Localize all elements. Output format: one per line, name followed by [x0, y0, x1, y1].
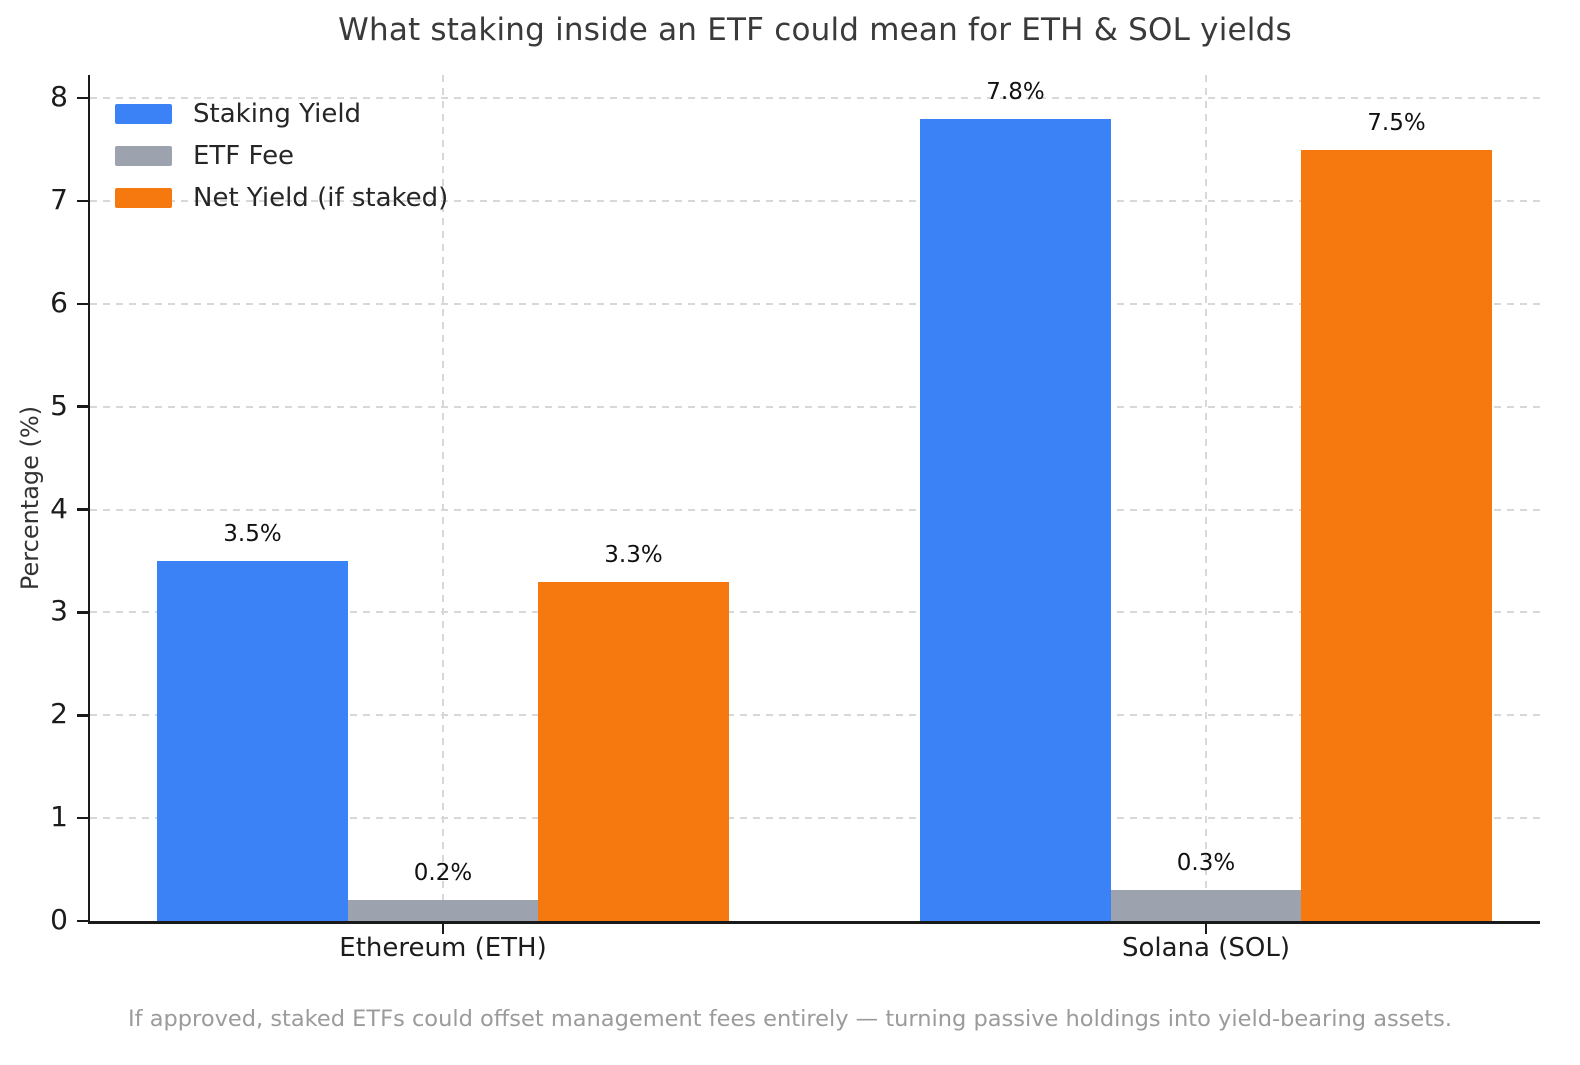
y-axis-tick	[77, 199, 88, 203]
y-tick-label: 3	[50, 594, 68, 628]
y-tick-label: 4	[50, 491, 68, 525]
y-tick-label: 0	[50, 903, 68, 937]
y-gridline	[90, 817, 1540, 820]
y-tick-label: 8	[50, 80, 68, 114]
y-gridline	[90, 611, 1540, 614]
y-gridline	[90, 97, 1540, 100]
y-gridline	[90, 508, 1540, 511]
y-tick-label: 7	[50, 183, 68, 217]
y-tick-label: 6	[50, 286, 68, 320]
y-gridline	[90, 302, 1540, 305]
bar-value-label: 7.5%	[1367, 109, 1426, 136]
x-tick-label: Solana (SOL)	[1122, 933, 1290, 963]
y-axis-tick	[77, 96, 88, 100]
legend-item-etf-fee: ETF Fee	[115, 135, 448, 177]
legend-label: ETF Fee	[193, 141, 295, 171]
y-gridline	[90, 405, 1540, 408]
y-axis-tick	[77, 302, 88, 306]
y-axis-tick	[77, 714, 88, 717]
y-gridline	[90, 714, 1540, 717]
bar	[157, 561, 348, 921]
y-axis-tick	[77, 611, 88, 614]
bar-value-label: 0.2%	[413, 860, 473, 887]
y-axis-tick	[77, 816, 88, 820]
legend-label: Net Yield (if staked)	[193, 183, 449, 213]
x-tick-label: Ethereum (ETH)	[339, 933, 547, 963]
legend-swatch-staking-yield	[115, 104, 172, 124]
legend-item-staking-yield: Staking Yield	[115, 93, 448, 135]
x-gridline	[1205, 75, 1207, 921]
y-tick-label: 2	[50, 697, 68, 731]
bar-value-label: 0.3%	[1176, 850, 1236, 877]
bar	[1110, 890, 1302, 921]
plot-area: Staking Yield ETF Fee Net Yield (if stak…	[50, 75, 1540, 963]
chart-caption: If approved, staked ETFs could offset ma…	[128, 1006, 1452, 1032]
x-axis-tick	[1204, 923, 1208, 934]
y-gridline	[90, 200, 1540, 202]
x-axis-tick	[441, 923, 445, 934]
bar	[1301, 149, 1492, 921]
legend: Staking Yield ETF Fee Net Yield (if stak…	[115, 93, 448, 219]
y-axis-spine	[87, 75, 90, 924]
bar	[347, 900, 539, 921]
legend-swatch-net-yield	[115, 188, 172, 208]
bar-value-label: 3.5%	[223, 521, 282, 547]
legend-item-net-yield: Net Yield (if staked)	[115, 177, 448, 219]
y-axis-tick	[77, 919, 88, 923]
legend-swatch-etf-fee	[115, 146, 172, 166]
y-tick-label: 5	[50, 388, 68, 422]
x-gridline	[442, 75, 444, 921]
x-axis-spine	[87, 921, 1540, 924]
bar-value-label: 3.3%	[604, 541, 663, 568]
bar	[920, 118, 1111, 921]
bar	[538, 581, 729, 921]
chart-title: What staking inside an ETF could mean fo…	[338, 12, 1292, 48]
y-axis-tick	[77, 508, 88, 511]
legend-label: Staking Yield	[193, 99, 362, 129]
y-axis-tick	[77, 405, 88, 408]
bar-value-label: 7.8%	[986, 78, 1045, 105]
y-tick-label: 1	[50, 800, 68, 834]
